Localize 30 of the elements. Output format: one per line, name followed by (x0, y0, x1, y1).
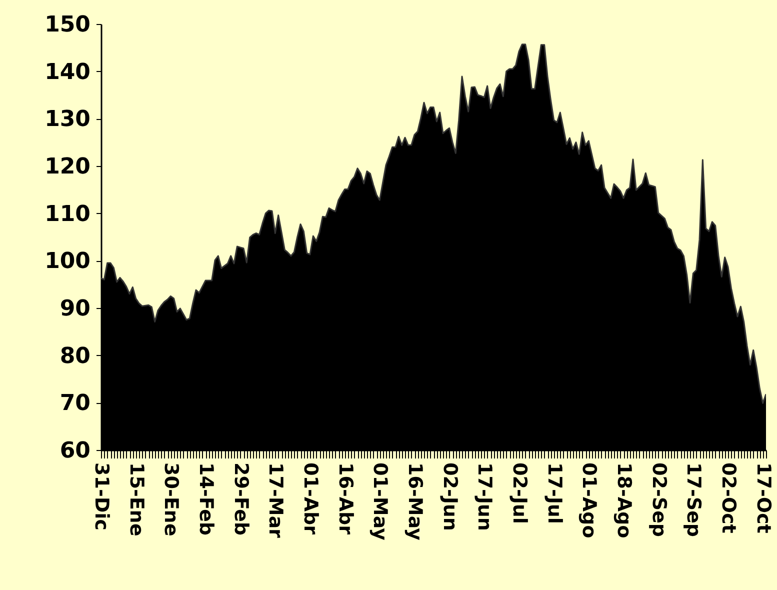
y-tick-label: 100 (44, 249, 90, 274)
x-tick-label: 01-May (369, 462, 392, 541)
x-tick-label: 17-Mar (264, 462, 287, 539)
y-tick-label: 110 (44, 202, 90, 227)
x-tick-label: 02-Jun (438, 462, 461, 531)
x-tick-label: 17-Jul (543, 462, 566, 524)
x-tick-label: 17-Sep (682, 462, 705, 537)
x-tick-label: 30-Ene (160, 462, 182, 536)
x-tick-label: 02-Jul (508, 462, 530, 524)
y-tick-label: 150 (44, 12, 90, 38)
y-tick-label: 80 (60, 344, 90, 369)
x-tick-label: 29-Feb (230, 462, 252, 536)
x-tick-label: 17-Oct (752, 462, 774, 534)
x-tick-label: 18-Ago (613, 462, 635, 538)
y-tick-label: 120 (44, 154, 90, 180)
x-tick-label: 16-May (404, 462, 426, 541)
x-tick-label: 01-Ago (578, 462, 600, 538)
y-tick-label: 60 (60, 438, 90, 464)
x-tick-label: 15-Ene (125, 462, 148, 536)
x-tick-label: 14-Feb (195, 462, 217, 536)
x-tick-label: 01-Abr (300, 462, 322, 536)
y-tick-label: 90 (60, 296, 90, 322)
x-tick-label: 31-Dic (90, 462, 112, 530)
y-tick-label: 70 (60, 391, 90, 416)
y-tick-label: 130 (44, 107, 90, 132)
x-tick-label: 02-Oct (718, 462, 740, 534)
y-tick-label: 140 (44, 60, 90, 85)
x-tick-label: 02-Sep (648, 462, 670, 537)
x-tick-label: 17-Jun (474, 462, 496, 531)
x-tick-label: 16-Abr (334, 462, 356, 536)
